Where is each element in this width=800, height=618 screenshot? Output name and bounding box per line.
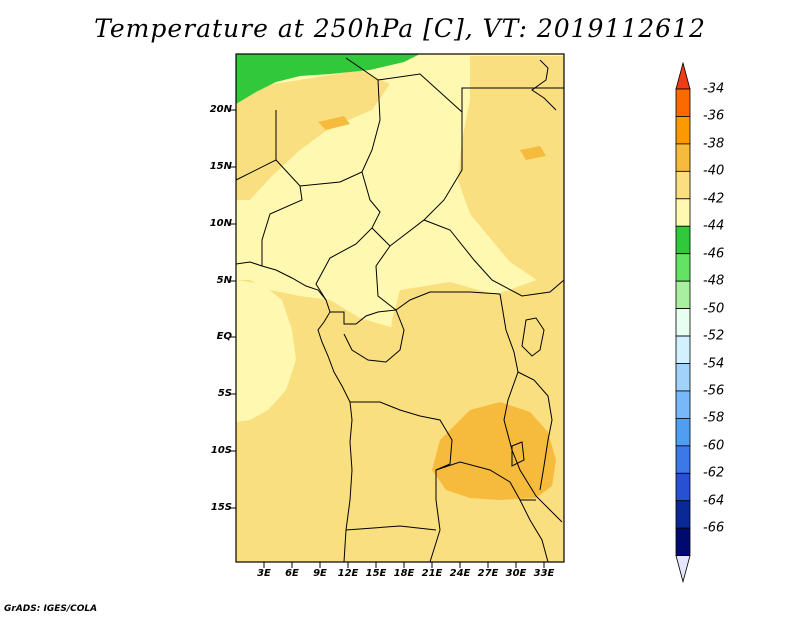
border-2 [275, 57, 381, 187]
tick-marks [230, 109, 545, 568]
border-14 [429, 499, 441, 563]
x-tick-label: 27E [477, 568, 499, 579]
x-tick-label: 21E [421, 568, 443, 579]
x-tick-label: 30E [505, 568, 527, 579]
colorbar-label: -38 [703, 136, 725, 152]
colorbar-segment [675, 143, 691, 172]
y-tick-label: 5N [216, 275, 232, 286]
colorbar-label: -56 [703, 383, 725, 399]
y-tick-label: 15S [210, 502, 232, 513]
colorbar-segment [675, 390, 691, 419]
field-warm-center [388, 282, 520, 404]
colorbar-segment [675, 61, 691, 90]
field-small-warm-1 [318, 116, 350, 130]
colorbar-segment [675, 198, 691, 227]
colorbar-segment [675, 88, 691, 117]
x-tick-label: 18E [393, 568, 415, 579]
credit-text: GrADS: IGES/COLA [4, 604, 98, 614]
colorbar-segment [675, 445, 691, 474]
border-9 [330, 309, 405, 363]
lake-east [521, 317, 545, 357]
colorbar-segment [675, 363, 691, 392]
boundaries [235, 57, 565, 563]
colorbar-segment [675, 527, 691, 557]
border-8 [375, 245, 501, 311]
coast-east [531, 59, 557, 111]
field-pale-west-coast [236, 280, 296, 422]
colorbar-label: -44 [703, 218, 725, 234]
border-5 [461, 87, 564, 112]
colorbar-label: -52 [703, 328, 725, 344]
map-frame [235, 53, 565, 563]
colorbar-segment [675, 116, 691, 145]
x-tick-label: 3E [257, 568, 271, 579]
colorbar-segment [675, 308, 691, 337]
colorbar-label: -60 [703, 438, 725, 454]
colorbar-segment [675, 225, 691, 255]
field-warm-northwest [236, 70, 390, 200]
colorbar-label: -34 [703, 81, 725, 97]
colorbar-label: -40 [703, 163, 725, 179]
colorbar-segment [675, 472, 691, 502]
border-13 [517, 371, 553, 491]
border-3 [261, 185, 303, 266]
colorbar-label: -50 [703, 301, 725, 317]
y-tick-label: 5S [217, 388, 232, 399]
x-tick-label: 12E [337, 568, 359, 579]
y-tick-label: 20N [209, 104, 232, 115]
colorbar-segment [675, 253, 691, 282]
colorbar-label: -62 [703, 465, 725, 481]
coastline-west [235, 261, 353, 563]
y-tick-label: EQ [216, 331, 232, 342]
colorbar-segment [675, 555, 691, 584]
colorbar [675, 61, 691, 584]
border-11 [435, 461, 536, 501]
colorbar-label: -58 [703, 410, 725, 426]
field-warm-northeast [458, 56, 564, 282]
y-tick-label: 10S [210, 445, 232, 456]
x-tick-label: 6E [285, 568, 299, 579]
border-15 [345, 525, 437, 531]
colorbar-label: -42 [703, 191, 725, 207]
colorbar-segment [675, 280, 691, 309]
colorbar-segment [675, 170, 691, 200]
x-tick-label: 9E [313, 568, 327, 579]
border-16 [519, 499, 549, 563]
colorbar-label: -54 [703, 356, 725, 372]
y-tick-label: 10N [209, 218, 232, 229]
colorbar-label: -36 [703, 108, 725, 124]
colorbar-label: -46 [703, 246, 725, 262]
colorbar-segment [675, 500, 691, 529]
border-6 [315, 171, 381, 301]
colorbar-segment [675, 335, 691, 364]
lake-south [511, 441, 525, 467]
chart-title: Temperature at 250hPa [C], VT: 201911261… [94, 14, 706, 43]
field-green-band [236, 54, 420, 104]
colorbar-label: -48 [703, 273, 725, 289]
x-tick-label: 33E [533, 568, 555, 579]
field-warm-southeast [432, 402, 556, 500]
colorbar-segment [675, 417, 691, 447]
colorbar-label: -66 [703, 520, 725, 536]
x-tick-label: 24E [449, 568, 471, 579]
y-tick-label: 15N [209, 161, 232, 172]
temperature-field [236, 54, 564, 562]
field-small-warm-2 [520, 146, 546, 160]
border-4 [377, 73, 463, 221]
border-12 [499, 293, 563, 523]
colorbar-label: -64 [703, 493, 725, 509]
x-tick-label: 15E [365, 568, 387, 579]
border-7 [371, 219, 565, 297]
